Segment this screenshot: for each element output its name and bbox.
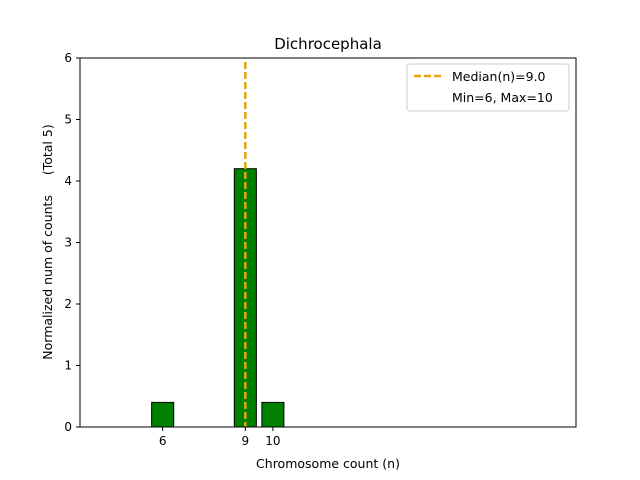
x-tick-label: 9 — [242, 434, 250, 448]
x-tick-label: 10 — [265, 434, 280, 448]
y-tick-label: 6 — [64, 51, 72, 65]
legend-entry-median: Median(n)=9.0 — [452, 69, 546, 84]
y-tick-label: 1 — [64, 359, 72, 373]
x-ticks: 6 9 10 — [159, 427, 281, 448]
plot-frame — [79, 57, 577, 428]
legend: Median(n)=9.0 Min=6, Max=10 — [406, 63, 570, 112]
y-tick-label: 2 — [64, 297, 72, 311]
y-ticks: 0 1 2 3 4 5 6 — [64, 51, 80, 434]
bars-group — [151, 168, 285, 428]
bar-6 — [151, 401, 175, 428]
x-tick-label: 6 — [159, 434, 167, 448]
y-tick-label: 0 — [64, 420, 72, 434]
y-tick-label: 4 — [64, 174, 72, 188]
chart-title: Dichrocephala — [274, 35, 382, 53]
bar-10 — [261, 401, 285, 428]
y-tick-label: 3 — [64, 236, 72, 250]
x-axis-label: Chromosome count (n) — [256, 456, 400, 471]
y-tick-label: 5 — [64, 113, 72, 127]
legend-box — [406, 63, 570, 112]
legend-entry-min-max: Min=6, Max=10 — [452, 90, 553, 105]
y-axis-label: Normalized num of counts (Total 5) — [40, 124, 55, 359]
